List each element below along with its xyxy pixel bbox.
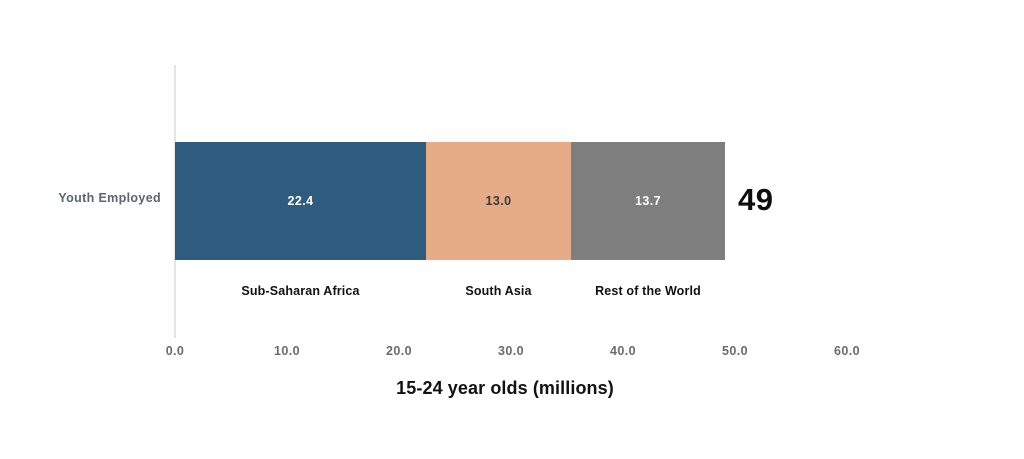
series-caption-rest-of-the-world: Rest of the World bbox=[595, 284, 701, 298]
x-tick-20: 20.0 bbox=[386, 344, 412, 358]
y-axis-category-label: Youth Employed bbox=[58, 191, 161, 205]
bar-segment-sub-saharan-africa[interactable]: 22.4 bbox=[175, 142, 426, 260]
bar-segment-rest-of-the-world[interactable]: 13.7 bbox=[571, 142, 725, 260]
x-axis-title: 15-24 year olds (millions) bbox=[396, 378, 614, 398]
series-caption-south-asia: South Asia bbox=[465, 284, 532, 298]
bar-segment-south-asia[interactable]: 13.0 bbox=[426, 142, 571, 260]
x-tick-50: 50.0 bbox=[722, 344, 748, 358]
bar-segment-value-south-asia: 13.0 bbox=[485, 194, 512, 208]
bar-total-label: 49 bbox=[738, 182, 774, 217]
x-tick-0: 0.0 bbox=[165, 344, 185, 358]
x-tick-60: 60.0 bbox=[834, 344, 860, 358]
series-caption-sub-saharan-africa: Sub-Saharan Africa bbox=[241, 284, 360, 298]
bar-segment-value-sub-saharan-africa: 22.4 bbox=[287, 194, 314, 208]
x-tick-40: 40.0 bbox=[610, 344, 636, 358]
bar-segment-value-rest-of-the-world: 13.7 bbox=[635, 194, 661, 208]
x-tick-10: 10.0 bbox=[274, 344, 300, 358]
x-tick-30: 30.0 bbox=[498, 344, 524, 358]
